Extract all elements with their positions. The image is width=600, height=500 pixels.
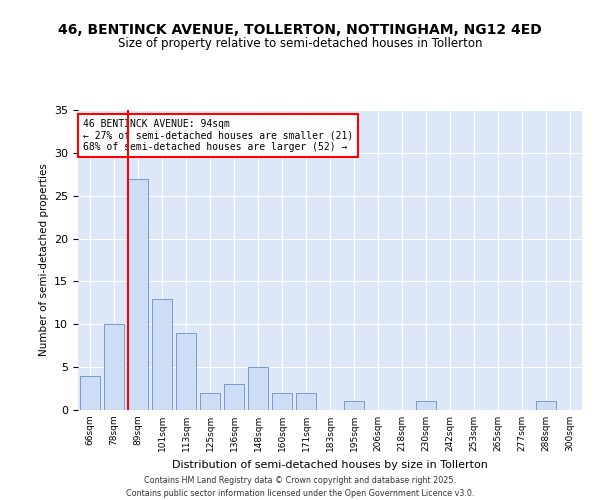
Text: Size of property relative to semi-detached houses in Tollerton: Size of property relative to semi-detach…	[118, 38, 482, 51]
Bar	[272, 393, 292, 410]
Bar	[416, 402, 436, 410]
Bar	[128, 178, 148, 410]
Text: Contains HM Land Registry data © Crown copyright and database right 2025.: Contains HM Land Registry data © Crown c…	[144, 476, 456, 485]
Bar	[200, 393, 220, 410]
Bar	[296, 393, 316, 410]
X-axis label: Distribution of semi-detached houses by size in Tollerton: Distribution of semi-detached houses by …	[172, 460, 488, 469]
Y-axis label: Number of semi-detached properties: Number of semi-detached properties	[38, 164, 49, 356]
Bar	[152, 298, 172, 410]
Bar	[536, 402, 556, 410]
Bar	[176, 333, 196, 410]
Text: Contains public sector information licensed under the Open Government Licence v3: Contains public sector information licen…	[126, 488, 474, 498]
Bar	[104, 324, 124, 410]
Bar	[224, 384, 244, 410]
Bar	[80, 376, 100, 410]
Text: 46, BENTINCK AVENUE, TOLLERTON, NOTTINGHAM, NG12 4ED: 46, BENTINCK AVENUE, TOLLERTON, NOTTINGH…	[58, 22, 542, 36]
Text: 46 BENTINCK AVENUE: 94sqm
← 27% of semi-detached houses are smaller (21)
68% of : 46 BENTINCK AVENUE: 94sqm ← 27% of semi-…	[83, 119, 353, 152]
Bar	[248, 367, 268, 410]
Bar	[344, 402, 364, 410]
